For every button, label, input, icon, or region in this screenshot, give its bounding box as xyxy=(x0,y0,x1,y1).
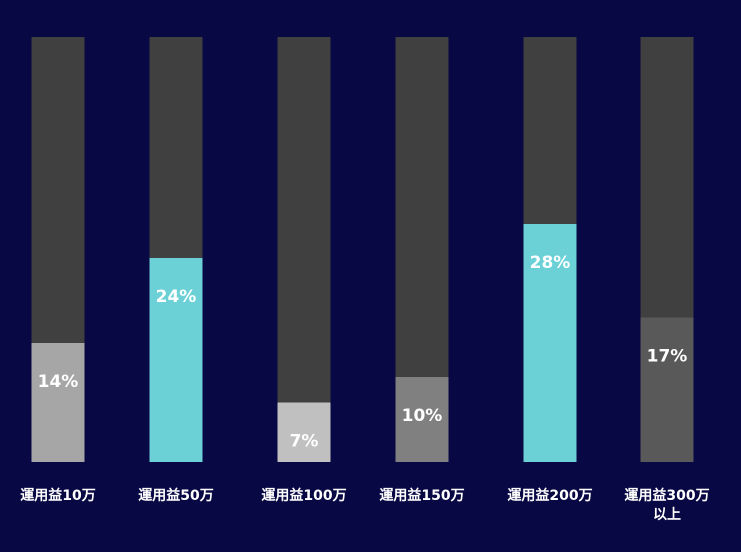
bar xyxy=(277,402,331,462)
bar xyxy=(31,343,85,462)
category-label: 運用益100万 xyxy=(261,487,346,504)
category-label: 運用益200万 xyxy=(507,487,592,504)
bar xyxy=(523,224,577,462)
bar xyxy=(149,258,203,462)
bar-track xyxy=(277,37,331,462)
data-label: 14% xyxy=(38,372,79,392)
category-label: 以上 xyxy=(653,507,681,523)
bar xyxy=(640,317,694,462)
category-label: 運用益10万 xyxy=(20,487,95,504)
category-label: 運用益150万 xyxy=(379,487,464,504)
data-label: 24% xyxy=(156,287,197,307)
category-label: 運用益300万 xyxy=(624,487,709,504)
data-label: 10% xyxy=(402,406,443,426)
category-label: 運用益50万 xyxy=(138,487,213,504)
data-label: 28% xyxy=(530,253,571,273)
data-label: 17% xyxy=(647,347,688,367)
data-label: 7% xyxy=(290,432,319,452)
bar xyxy=(395,377,449,462)
